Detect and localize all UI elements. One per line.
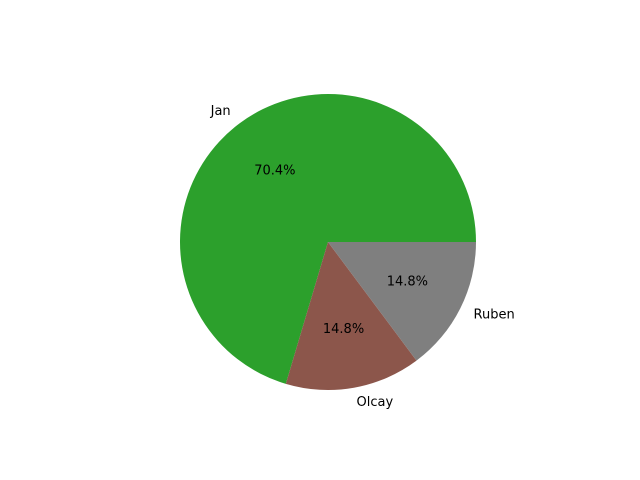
pie-slice-ruben xyxy=(328,242,476,361)
pie-labels: Jan 70.4% Olcay 14.8% Ruben 14.8% xyxy=(210,104,515,410)
slice-percent-olcay: 14.8% xyxy=(323,322,364,337)
slice-percent-jan: 70.4% xyxy=(254,163,295,178)
slice-label-olcay: Olcay xyxy=(356,395,393,410)
pie-slice-olcay xyxy=(285,242,417,390)
slice-label-jan: Jan xyxy=(210,104,231,119)
pie-slices xyxy=(180,94,476,390)
pie-slice-jan xyxy=(180,94,476,384)
slice-label-ruben: Ruben xyxy=(474,307,515,322)
slice-percent-ruben: 14.8% xyxy=(387,274,428,289)
